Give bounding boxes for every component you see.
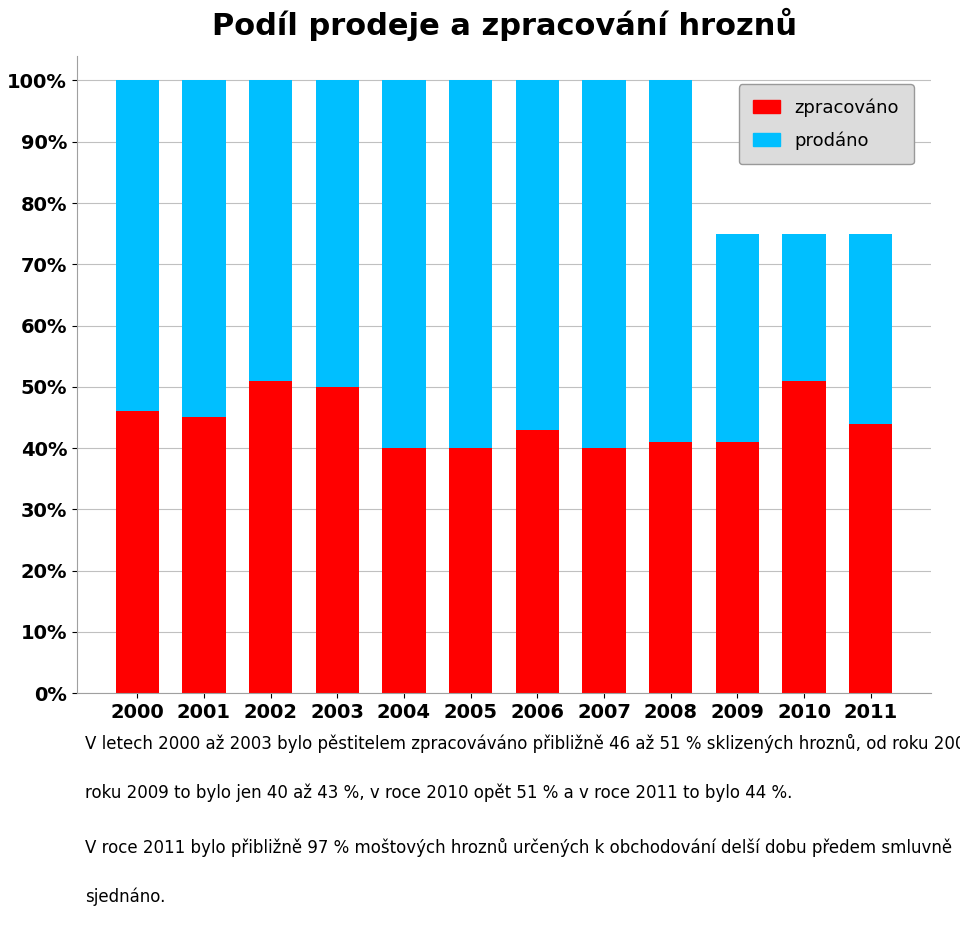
Bar — [516, 430, 559, 693]
Bar — [449, 448, 492, 693]
Bar — [583, 448, 626, 693]
Bar — [782, 381, 826, 693]
Bar — [115, 80, 159, 411]
Bar — [782, 234, 826, 381]
Bar — [449, 80, 492, 448]
Text: roku 2009 to bylo jen 40 až 43 %, v roce 2010 opět 51 % a v roce 2011 to bylo 44: roku 2009 to bylo jen 40 až 43 %, v roce… — [85, 784, 793, 802]
Bar — [649, 442, 692, 693]
Bar — [583, 80, 626, 448]
Bar — [516, 80, 559, 430]
Text: V letech 2000 až 2003 bylo pěstitelem zpracováváno přibližně 46 až 51 % sklizený: V letech 2000 až 2003 bylo pěstitelem zp… — [85, 734, 960, 753]
Bar — [849, 424, 893, 693]
Bar — [716, 234, 759, 442]
Legend: zpracováno, prodáno: zpracováno, prodáno — [738, 84, 914, 164]
Bar — [316, 80, 359, 387]
Bar — [382, 448, 425, 693]
Text: sjednáno.: sjednáno. — [85, 887, 166, 906]
Title: Podíl prodeje a zpracování hroznů: Podíl prodeje a zpracování hroznů — [211, 8, 797, 41]
Bar — [716, 442, 759, 693]
Bar — [849, 234, 893, 424]
Text: V roce 2011 bylo přibližně 97 % moštových hroznů určených k obchodování delší do: V roce 2011 bylo přibližně 97 % moštovýc… — [85, 838, 952, 857]
Bar — [649, 80, 692, 442]
Bar — [115, 411, 159, 693]
Bar — [382, 80, 425, 448]
Bar — [249, 80, 292, 381]
Bar — [182, 80, 226, 418]
Bar — [182, 418, 226, 693]
Bar — [316, 387, 359, 693]
Bar — [249, 381, 292, 693]
